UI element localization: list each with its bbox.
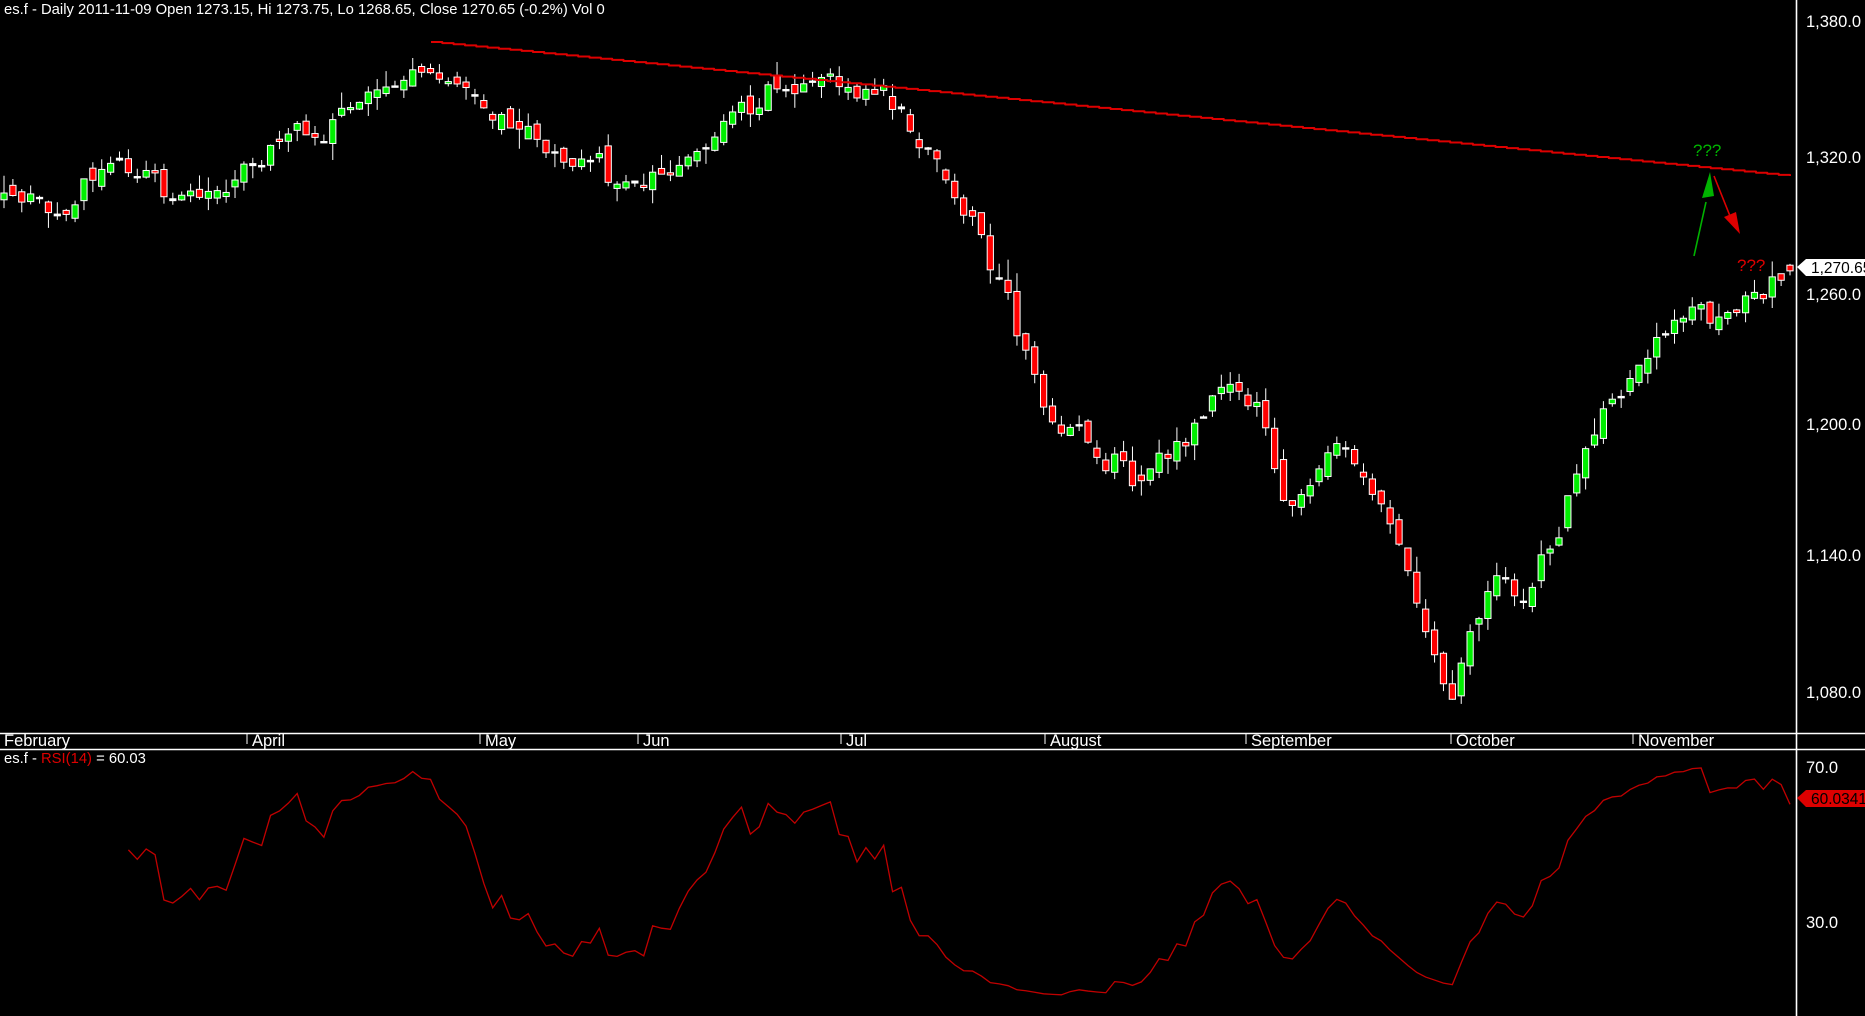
svg-text:1,380.0: 1,380.0 [1806, 13, 1861, 31]
svg-text:30.0: 30.0 [1806, 914, 1838, 932]
svg-text:November: November [1638, 732, 1715, 750]
svg-text:60.0341: 60.0341 [1811, 791, 1865, 808]
svg-text:October: October [1456, 732, 1515, 750]
svg-text:September: September [1251, 732, 1332, 750]
svg-text:???: ??? [1737, 256, 1765, 275]
svg-text:August: August [1050, 732, 1102, 750]
svg-text:Jun: Jun [643, 732, 670, 750]
svg-text:1,320.0: 1,320.0 [1806, 149, 1861, 167]
svg-text:es.f - Daily 2011-11-09 Open 1: es.f - Daily 2011-11-09 Open 1273.15, Hi… [4, 2, 605, 18]
svg-text:1,080.0: 1,080.0 [1806, 684, 1861, 702]
svg-text:es.f - RSI(14) = 60.03: es.f - RSI(14) = 60.03 [4, 751, 146, 767]
svg-text:1,140.0: 1,140.0 [1806, 547, 1861, 565]
svg-text:1,200.0: 1,200.0 [1806, 416, 1861, 434]
svg-text:April: April [252, 732, 285, 750]
svg-text:Jul: Jul [846, 732, 867, 750]
svg-text:February: February [4, 732, 71, 750]
svg-text:May: May [485, 732, 517, 750]
svg-text:???: ??? [1693, 141, 1721, 160]
svg-text:70.0: 70.0 [1806, 759, 1838, 777]
svg-text:1,270.65: 1,270.65 [1811, 260, 1865, 277]
svg-text:1,260.0: 1,260.0 [1806, 286, 1861, 304]
